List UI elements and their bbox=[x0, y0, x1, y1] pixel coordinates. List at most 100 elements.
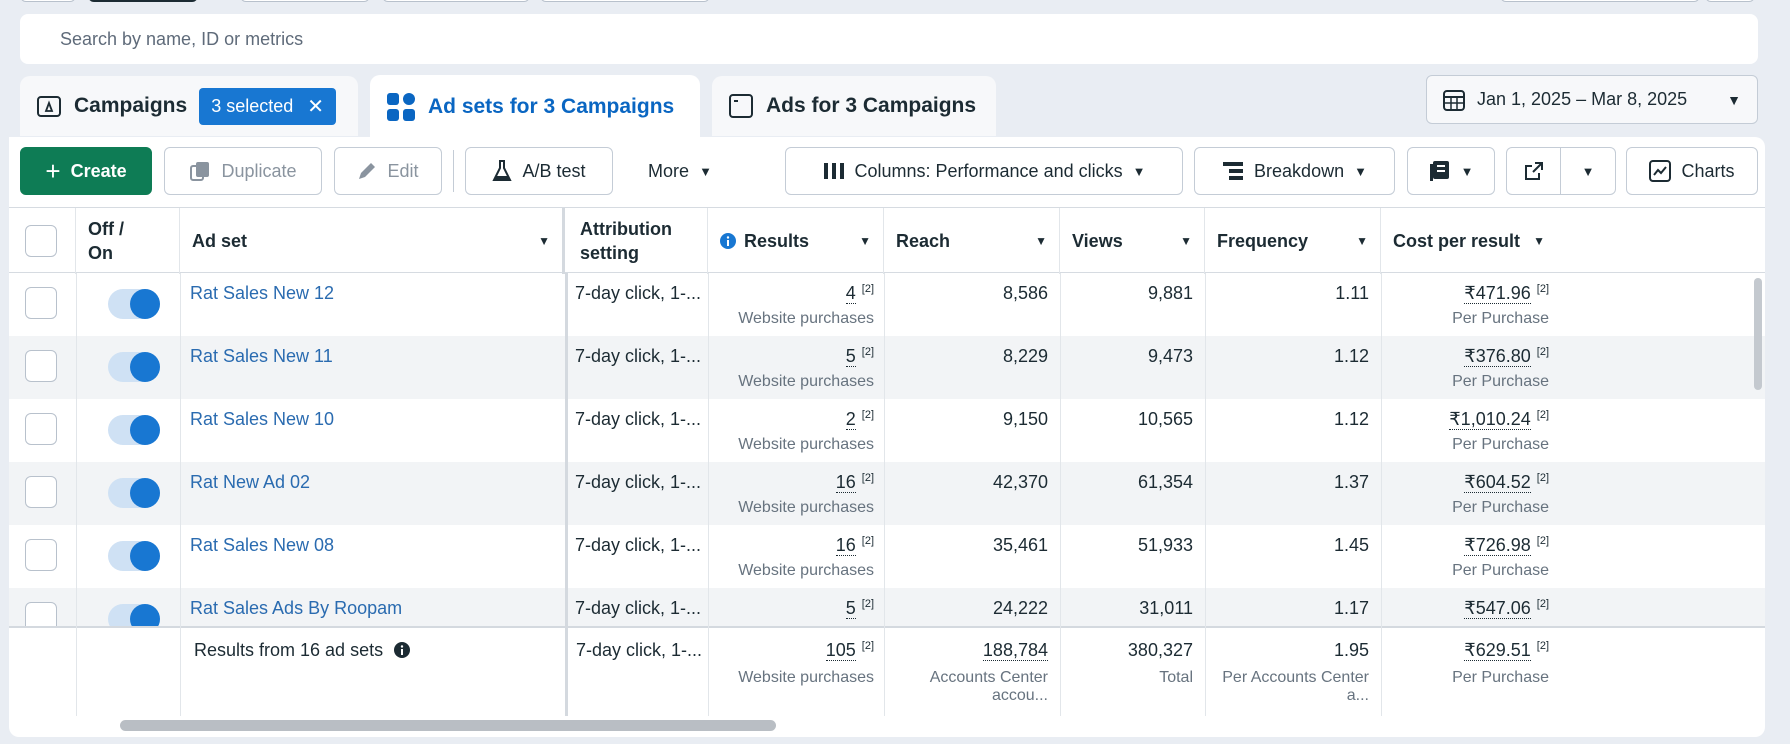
table-header: Off / On Ad set ▼ Attribution setting Re… bbox=[9, 207, 1765, 274]
chart-icon bbox=[1649, 160, 1672, 182]
top-partial-button[interactable] bbox=[382, 0, 530, 2]
tab-adsets[interactable]: Ad sets for 3 Campaigns bbox=[370, 75, 700, 139]
cpr-value[interactable]: ₹471.96 bbox=[1464, 283, 1531, 304]
export-icon[interactable] bbox=[1507, 148, 1561, 194]
cpr-value[interactable]: ₹604.52 bbox=[1464, 472, 1531, 493]
reports-button[interactable]: ▼ bbox=[1407, 147, 1495, 195]
header-label: Frequency bbox=[1217, 230, 1309, 251]
cpr-value[interactable]: ₹1,010.24 bbox=[1449, 409, 1531, 430]
export-button-group[interactable]: ▼ bbox=[1506, 147, 1616, 195]
results-value[interactable]: 5 bbox=[845, 346, 856, 367]
header-ad-set[interactable]: Ad set ▼ bbox=[180, 208, 565, 274]
table-row[interactable]: Rat Sales New 12 7-day click, 1-... 4 [2] We… bbox=[9, 273, 1765, 336]
header-select-all[interactable] bbox=[9, 208, 76, 274]
top-partial-button[interactable] bbox=[1705, 0, 1755, 2]
top-partial-button[interactable] bbox=[88, 0, 198, 2]
adset-name-link[interactable]: Rat New Ad 02 bbox=[190, 472, 311, 492]
info-icon[interactable] bbox=[720, 233, 736, 249]
charts-button[interactable]: Charts bbox=[1626, 147, 1758, 195]
table-row[interactable]: Rat Sales New 08 7-day click, 1-... 16 [2] W… bbox=[9, 525, 1765, 588]
breakdown-icon bbox=[1222, 161, 1244, 181]
results-value[interactable]: 16 bbox=[835, 535, 856, 556]
chevron-down-icon: ▼ bbox=[1354, 163, 1367, 179]
header-reach[interactable]: Reach ▼ bbox=[884, 208, 1060, 274]
more-label: More bbox=[648, 160, 690, 181]
totals-results: 105 [2] Website purchases bbox=[708, 628, 884, 718]
results-cell: 16 [2] Website purchases bbox=[708, 462, 884, 525]
vertical-scrollbar[interactable] bbox=[1754, 278, 1762, 390]
views-cell: 31,011 bbox=[1139, 598, 1193, 618]
header-cost-per-result[interactable]: Cost per result ▼ bbox=[1381, 208, 1557, 274]
attribution-cell: 7-day click, 1-... bbox=[575, 409, 702, 429]
totals-results-value[interactable]: 105 bbox=[825, 640, 856, 661]
adset-name-link[interactable]: Rat Sales Ads By Roopam bbox=[190, 598, 403, 618]
footnote-marker: [2] bbox=[861, 640, 874, 652]
create-button[interactable]: + Create bbox=[20, 147, 152, 195]
cpr-value[interactable]: ₹547.06 bbox=[1464, 598, 1531, 619]
select-all-checkbox[interactable] bbox=[25, 225, 57, 257]
sort-caret-icon[interactable]: ▼ bbox=[1180, 234, 1192, 248]
adset-name-link[interactable]: Rat Sales New 10 bbox=[190, 409, 335, 429]
sort-caret-icon[interactable]: ▼ bbox=[1533, 234, 1545, 248]
attribution-cell: 7-day click, 1-... bbox=[575, 346, 702, 366]
adset-name-link[interactable]: Rat Sales New 08 bbox=[190, 535, 335, 555]
row-checkbox[interactable] bbox=[25, 350, 57, 382]
top-partial-button[interactable] bbox=[240, 0, 370, 2]
breakdown-button[interactable]: Breakdown ▼ bbox=[1194, 147, 1395, 195]
footnote-marker: [2] bbox=[1536, 472, 1549, 484]
table-row[interactable]: Rat Sales New 10 7-day click, 1-... 2 [2] We… bbox=[9, 399, 1765, 462]
header-frequency[interactable]: Frequency ▼ bbox=[1205, 208, 1381, 274]
ab-test-button[interactable]: A/B test bbox=[465, 147, 613, 195]
results-value[interactable]: 4 bbox=[845, 283, 856, 304]
results-value[interactable]: 16 bbox=[835, 472, 856, 493]
chevron-down-icon[interactable]: ▼ bbox=[1581, 163, 1595, 179]
results-value[interactable]: 5 bbox=[845, 598, 856, 619]
search-input[interactable]: Search by name, ID or metrics bbox=[20, 14, 1758, 64]
header-attribution[interactable]: Attribution setting bbox=[568, 208, 708, 274]
plus-icon: + bbox=[45, 156, 61, 186]
frequency-cell: 1.12 bbox=[1333, 409, 1369, 429]
columns-button[interactable]: Columns: Performance and clicks ▼ bbox=[785, 147, 1183, 195]
info-icon[interactable] bbox=[394, 642, 411, 658]
tab-campaigns[interactable]: Campaigns 3 selected ✕ bbox=[20, 76, 358, 136]
horizontal-scrollbar[interactable] bbox=[120, 720, 776, 731]
table-row[interactable]: Rat New Ad 02 7-day click, 1-... 16 [2] Webs… bbox=[9, 462, 1765, 525]
cpr-value[interactable]: ₹726.98 bbox=[1464, 535, 1531, 556]
header-views[interactable]: Views ▼ bbox=[1060, 208, 1205, 274]
clear-selection-icon[interactable]: ✕ bbox=[307, 95, 325, 118]
totals-cpr-value[interactable]: ₹629.51 bbox=[1464, 640, 1531, 661]
results-value[interactable]: 2 bbox=[845, 409, 856, 430]
status-toggle[interactable] bbox=[108, 289, 160, 319]
edit-button[interactable]: Edit bbox=[334, 147, 442, 195]
adset-name-link[interactable]: Rat Sales New 12 bbox=[190, 283, 335, 303]
sort-caret-icon[interactable]: ▼ bbox=[1035, 234, 1047, 248]
totals-reach-value[interactable]: 188,784 bbox=[982, 640, 1048, 661]
row-checkbox[interactable] bbox=[25, 413, 57, 445]
top-partial-button[interactable] bbox=[20, 0, 76, 2]
selected-pill[interactable]: 3 selected ✕ bbox=[199, 87, 337, 125]
sort-caret-icon[interactable]: ▼ bbox=[1356, 234, 1368, 248]
status-toggle[interactable] bbox=[108, 478, 160, 508]
results-cell: 5 [2] Website purchases bbox=[708, 336, 884, 399]
top-partial-button[interactable] bbox=[1500, 0, 1700, 2]
sort-caret-icon[interactable]: ▼ bbox=[538, 234, 550, 248]
header-results[interactable]: Results ▼ bbox=[708, 208, 884, 274]
adset-name-link[interactable]: Rat Sales New 11 bbox=[190, 346, 333, 366]
tab-ads[interactable]: Ads for 3 Campaigns bbox=[712, 76, 996, 136]
status-toggle[interactable] bbox=[108, 415, 160, 445]
status-toggle[interactable] bbox=[108, 352, 160, 382]
results-sub: Website purchases bbox=[738, 373, 874, 390]
column-divider bbox=[1381, 273, 1382, 716]
row-checkbox[interactable] bbox=[25, 287, 57, 319]
duplicate-button[interactable]: Duplicate bbox=[164, 147, 322, 195]
table-row[interactable]: Rat Sales New 11 7-day click, 1-... 5 [2] We… bbox=[9, 336, 1765, 399]
totals-row: Results from 16 ad sets 7-day click, 1-.… bbox=[9, 626, 1765, 716]
row-checkbox[interactable] bbox=[25, 539, 57, 571]
more-button[interactable]: More ▼ bbox=[630, 147, 730, 195]
status-toggle[interactable] bbox=[108, 541, 160, 571]
sort-caret-icon[interactable]: ▼ bbox=[859, 234, 871, 248]
row-checkbox[interactable] bbox=[25, 476, 57, 508]
top-partial-button[interactable] bbox=[540, 0, 710, 2]
cpr-value[interactable]: ₹376.80 bbox=[1464, 346, 1531, 367]
date-range-picker[interactable]: Jan 1, 2025 – Mar 8, 2025 ▼ bbox=[1426, 75, 1758, 124]
